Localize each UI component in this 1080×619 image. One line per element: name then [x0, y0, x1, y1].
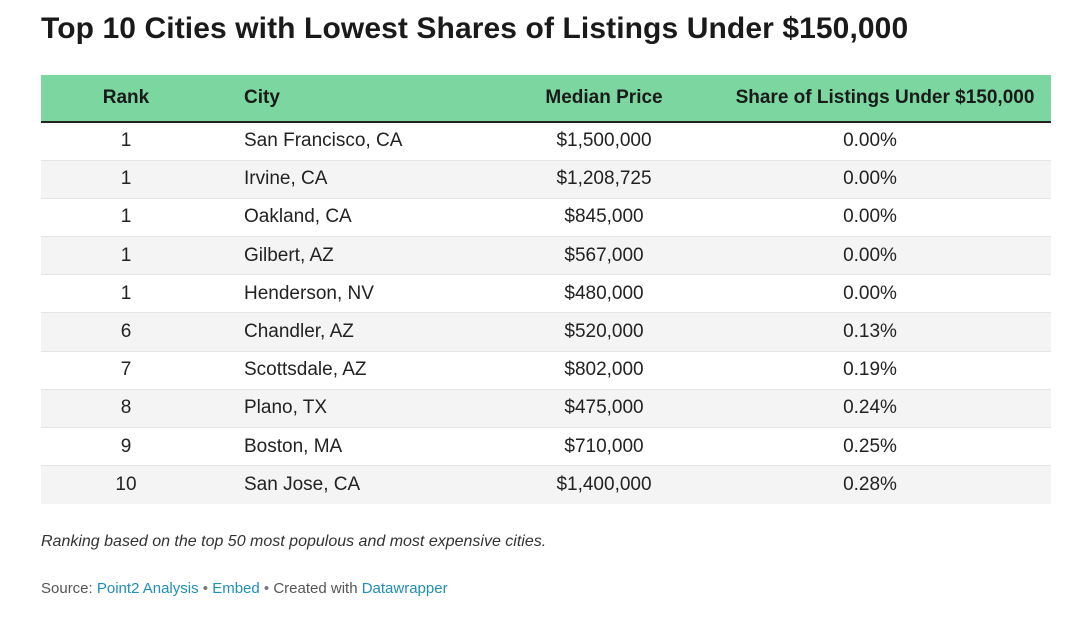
- column-header-city[interactable]: City: [211, 75, 519, 123]
- table-header: Rank City Median Price Share of Listings…: [41, 75, 1051, 123]
- table-body: 1 San Francisco, CA $1,500,000 0.00% 1 Irvine…: [41, 122, 1051, 504]
- cell-city: Oakland, CA: [211, 198, 519, 238]
- cell-share: 0.00%: [689, 198, 1051, 238]
- table-row: 6 Chandler, AZ $520,000 0.13%: [41, 312, 1051, 352]
- cell-city: Plano, TX: [211, 389, 519, 429]
- data-table: Rank City Median Price Share of Listings…: [41, 75, 1051, 504]
- cell-city: Boston, MA: [211, 427, 519, 467]
- cell-median-price: $1,500,000: [519, 122, 689, 161]
- header-row: Rank City Median Price Share of Listings…: [41, 75, 1051, 123]
- table-row: 1 Gilbert, AZ $567,000 0.00%: [41, 236, 1051, 276]
- cell-rank: 6: [41, 312, 211, 352]
- cell-median-price: $475,000: [519, 389, 689, 429]
- cell-rank: 10: [115, 474, 137, 496]
- table-row: 8 Plano, TX $475,000 0.24%: [41, 389, 1051, 429]
- cell-median-price: $567,000: [519, 236, 689, 276]
- cell-share: 0.00%: [689, 236, 1051, 276]
- footnote: Ranking based on the top 50 most populou…: [41, 533, 547, 550]
- cell-median-price: $845,000: [519, 198, 689, 238]
- table-row: 1 Irvine, CA $1,208,725 0.00%: [41, 160, 1051, 199]
- embed-link[interactable]: Embed: [212, 580, 260, 597]
- table-row: 10 San Jose, CA $1,400,000 0.28%: [41, 465, 1051, 504]
- cell-rank: 1: [41, 274, 211, 314]
- table-row: 1 Henderson, NV $480,000 0.00%: [41, 274, 1051, 314]
- cell-median-price: $1,208,725: [519, 160, 689, 199]
- table-row: 1 San Francisco, CA $1,500,000 0.00%: [41, 122, 1051, 161]
- cell-city: Scottsdale, AZ: [211, 351, 519, 390]
- cell-city: Irvine, CA: [211, 160, 519, 199]
- cell-rank: 1: [41, 198, 211, 238]
- source-label: Source:: [41, 580, 97, 597]
- column-header-median-price[interactable]: Median Price: [519, 75, 689, 123]
- cell-share: 0.00%: [689, 160, 1051, 199]
- source-link[interactable]: Point2 Analysis: [96, 580, 199, 597]
- cell-share: 0.13%: [689, 312, 1051, 352]
- cell-city: Gilbert, AZ: [211, 236, 519, 276]
- cell-city: Chandler, AZ: [211, 312, 519, 352]
- cell-median-price: $710,000: [519, 427, 689, 467]
- cell-rank: 9: [41, 427, 211, 467]
- cell-share: 0.00%: [689, 122, 1051, 161]
- cell-rank: 8: [41, 389, 211, 429]
- separator: •: [198, 580, 213, 597]
- table-row: 9 Boston, MA $710,000 0.25%: [41, 427, 1051, 467]
- cell-share: 0.24%: [689, 389, 1051, 429]
- chart-title: Top 10 Cities with Lowest Shares of List…: [41, 12, 909, 45]
- column-header-rank[interactable]: Rank: [41, 75, 211, 123]
- cell-city: Henderson, NV: [211, 274, 519, 314]
- cell-share: 0.28%: [843, 474, 897, 496]
- datawrapper-link[interactable]: Datawrapper: [361, 580, 448, 597]
- cell-share: 0.25%: [689, 427, 1051, 467]
- cell-median-price: $520,000: [519, 312, 689, 352]
- cell-rank: 7: [41, 351, 211, 390]
- cell-share: 0.19%: [689, 351, 1051, 390]
- cell-median-price: $802,000: [519, 351, 689, 390]
- table-row: 7 Scottsdale, AZ $802,000 0.19%: [41, 351, 1051, 390]
- source-line: Source: Point2 Analysis • Embed • Create…: [41, 580, 448, 597]
- cell-median-price: $480,000: [519, 274, 689, 314]
- cell-rank: 1: [41, 236, 211, 276]
- cell-rank: 1: [41, 160, 211, 199]
- cell-city: San Jose, CA: [244, 474, 361, 496]
- column-header-share[interactable]: Share of Listings Under $150,000: [689, 75, 1051, 123]
- created-label: Created with: [273, 580, 362, 597]
- cell-rank: 1: [41, 122, 211, 161]
- cell-share: 0.00%: [689, 274, 1051, 314]
- separator: •: [259, 580, 274, 597]
- table-row: 1 Oakland, CA $845,000 0.00%: [41, 198, 1051, 238]
- cell-city: San Francisco, CA: [211, 122, 519, 161]
- cell-median-price: $1,400,000: [556, 474, 652, 496]
